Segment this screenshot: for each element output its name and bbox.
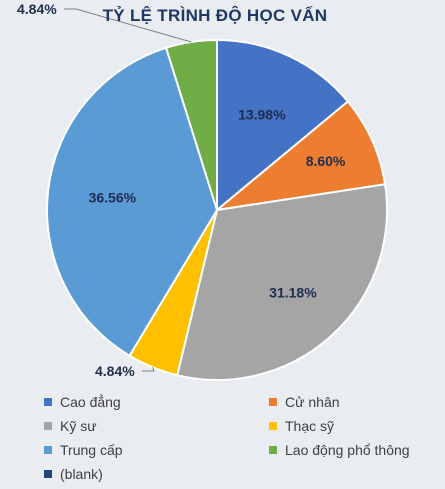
- legend-label: Trung cấp: [60, 442, 123, 458]
- legend-item-1: Cao đẳng: [44, 393, 269, 411]
- legend-item-6: Lao động phổ thông: [269, 441, 444, 459]
- legend-swatch: [44, 446, 52, 454]
- data-label-1: 13.98%: [238, 107, 286, 123]
- legend-swatch: [44, 398, 52, 406]
- chart-legend: Cao đẳng Cử nhân Kỹ sư Thạc sỹ Trung cấp Lao …: [44, 393, 444, 483]
- legend-item-3: Kỹ sư: [44, 417, 269, 435]
- pie-slice-5: [46, 46, 219, 358]
- legend-item-2: Cử nhân: [269, 393, 444, 411]
- legend-label: Cử nhân: [285, 394, 340, 410]
- leader-line-4: [142, 367, 155, 372]
- legend-swatch: [269, 446, 277, 454]
- legend-swatch: [269, 422, 277, 430]
- legend-item-7: (blank): [44, 465, 269, 483]
- pie-slice-1: [216, 38, 350, 213]
- data-label-3: 31.18%: [269, 285, 317, 301]
- pie-slice-6: [164, 38, 218, 211]
- legend-label: Kỹ sư: [60, 418, 97, 434]
- data-label-2: 8.60%: [306, 153, 346, 169]
- legend-swatch: [44, 470, 52, 478]
- legend-label: Cao đẳng: [60, 394, 121, 410]
- chart-title: TỶ LỆ TRÌNH ĐỘ HỌC VẤN: [102, 6, 328, 25]
- legend-item-5: Trung cấp: [44, 441, 269, 459]
- legend-label: Thạc sỹ: [285, 418, 335, 434]
- data-label-5: 36.56%: [89, 190, 137, 206]
- legend-swatch: [269, 398, 277, 406]
- pie-chart: 13.98% 8.60% 31.18% 4.84% 36.56% 4.84%: [17, 1, 388, 381]
- data-label-4: 4.84%: [95, 363, 135, 379]
- leader-line-6: [64, 8, 192, 43]
- data-label-6: 4.84%: [17, 1, 57, 17]
- legend-label: (blank): [60, 466, 103, 482]
- pie-slice-3: [176, 183, 388, 381]
- legend-item-4: Thạc sỹ: [269, 417, 444, 435]
- pie-slice-2: [213, 100, 387, 212]
- legend-swatch: [44, 422, 52, 430]
- legend-label: Lao động phổ thông: [285, 442, 410, 458]
